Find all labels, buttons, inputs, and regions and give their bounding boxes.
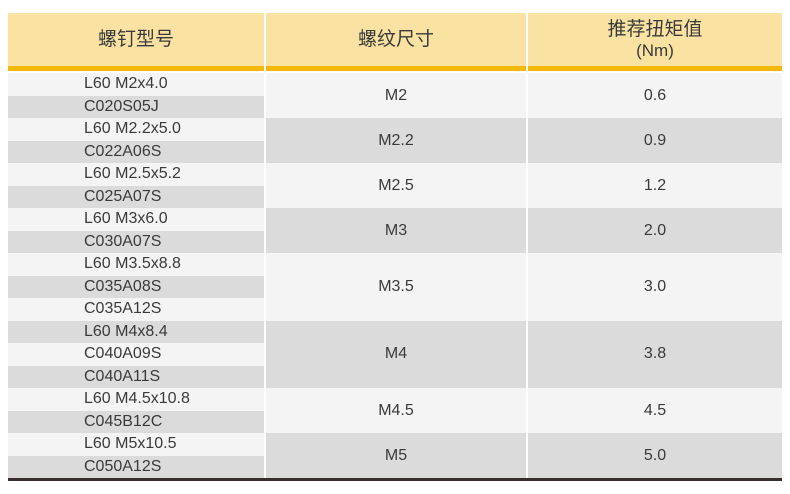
screw-model-cell: C045B12C xyxy=(8,410,264,433)
screw-model-cell: C040A09S xyxy=(8,343,264,366)
torque-value-cell: 5.0 xyxy=(528,433,782,478)
table-group-row: L60 M3x6.0 C030A07S M3 2.0 xyxy=(8,208,782,253)
column-separator xyxy=(264,433,266,478)
header-screw-model: 螺钉型号 xyxy=(8,13,264,71)
column-separator xyxy=(526,320,528,388)
screw-model-cell: C035A08S xyxy=(8,275,264,298)
torque-value-cell: 1.2 xyxy=(528,163,782,208)
column-separator xyxy=(264,388,266,433)
screw-model-cell-group: L60 M2x4.0 C020S05J xyxy=(8,73,264,118)
column-separator xyxy=(526,118,528,163)
screw-model-cell-group: L60 M3x6.0 C030A07S xyxy=(8,208,264,253)
column-separator xyxy=(264,208,266,253)
header-torque-label: 推荐扭矩值 xyxy=(607,18,703,40)
screw-model-cell-group: L60 M2.5x5.2 C025A07S xyxy=(8,163,264,208)
screw-model-cell-group: L60 M4x8.4 C040A09S C040A11S xyxy=(8,320,264,388)
thread-size-cell: M3.5 xyxy=(266,253,526,321)
torque-value-cell: 0.9 xyxy=(528,118,782,163)
column-separator xyxy=(264,163,266,208)
column-separator xyxy=(526,253,528,321)
torque-value-cell: 3.8 xyxy=(528,320,782,388)
header-screw-model-label: 螺钉型号 xyxy=(97,28,174,50)
thread-size-cell: M2 xyxy=(266,73,526,118)
screw-model-cell: L60 M3.5x8.8 xyxy=(8,253,264,276)
table-group-row: L60 M2x4.0 C020S05J M2 0.6 xyxy=(8,73,782,118)
screw-model-cell-group: L60 M2.2x5.0 C022A06S xyxy=(8,118,264,163)
screw-model-cell: C025A07S xyxy=(8,185,264,208)
column-separator xyxy=(264,118,266,163)
thread-size-cell: M3 xyxy=(266,208,526,253)
screw-model-cell: C040A11S xyxy=(8,365,264,388)
table-body: L60 M2x4.0 C020S05J M2 0.6 L60 M2.2x5.0 C022A… xyxy=(8,73,782,478)
screw-model-cell: C050A12S xyxy=(8,455,264,478)
screw-model-cell: C022A06S xyxy=(8,140,264,163)
column-separator xyxy=(526,73,528,118)
table-group-row: L60 M3.5x8.8 C035A08S C035A12S M3.5 3.0 xyxy=(8,253,782,321)
torque-value-cell: 3.0 xyxy=(528,253,782,321)
screw-model-cell: L60 M2x4.0 xyxy=(8,73,264,96)
column-separator xyxy=(264,253,266,321)
header-torque: 推荐扭矩值 (Nm) xyxy=(528,13,782,71)
thread-size-cell: M4 xyxy=(266,320,526,388)
torque-value-cell: 4.5 xyxy=(528,388,782,433)
table-group-row: L60 M4.5x10.8 C045B12C M4.5 4.5 xyxy=(8,388,782,433)
screw-model-cell: L60 M4x8.4 xyxy=(8,320,264,343)
thread-size-cell: M5 xyxy=(266,433,526,478)
torque-value-cell: 2.0 xyxy=(528,208,782,253)
torque-spec-table: 螺钉型号 螺纹尺寸 推荐扭矩值 (Nm) L60 M2x4.0 C020S05J M… xyxy=(8,13,782,481)
column-separator xyxy=(264,320,266,388)
column-separator xyxy=(526,388,528,433)
thread-size-cell: M4.5 xyxy=(266,388,526,433)
header-thread-size: 螺纹尺寸 xyxy=(266,13,526,71)
table-group-row: L60 M4x8.4 C040A09S C040A11S M4 3.8 xyxy=(8,320,782,388)
thread-size-cell: M2.5 xyxy=(266,163,526,208)
column-separator xyxy=(526,208,528,253)
column-separator xyxy=(264,73,266,118)
screw-model-cell: L60 M5x10.5 xyxy=(8,433,264,456)
screw-model-cell: L60 M2.2x5.0 xyxy=(8,118,264,141)
screw-model-cell-group: L60 M3.5x8.8 C035A08S C035A12S xyxy=(8,253,264,321)
screw-model-cell: C020S05J xyxy=(8,95,264,118)
column-separator xyxy=(526,433,528,478)
screw-model-cell: L60 M3x6.0 xyxy=(8,208,264,231)
thread-size-cell: M2.2 xyxy=(266,118,526,163)
table-header-row: 螺钉型号 螺纹尺寸 推荐扭矩值 (Nm) xyxy=(8,13,782,71)
table-group-row: L60 M2.5x5.2 C025A07S M2.5 1.2 xyxy=(8,163,782,208)
screw-model-cell-group: L60 M5x10.5 C050A12S xyxy=(8,433,264,478)
column-separator xyxy=(526,13,528,71)
header-thread-size-label: 螺纹尺寸 xyxy=(357,28,434,50)
screw-model-cell: L60 M2.5x5.2 xyxy=(8,163,264,186)
screw-model-cell: L60 M4.5x10.8 xyxy=(8,388,264,411)
screw-model-cell: C030A07S xyxy=(8,230,264,253)
screw-model-cell-group: L60 M4.5x10.8 C045B12C xyxy=(8,388,264,433)
torque-value-cell: 0.6 xyxy=(528,73,782,118)
header-torque-unit: (Nm) xyxy=(636,40,674,60)
screw-model-cell: C035A12S xyxy=(8,298,264,321)
table-group-row: L60 M5x10.5 C050A12S M5 5.0 xyxy=(8,433,782,478)
table-group-row: L60 M2.2x5.0 C022A06S M2.2 0.9 xyxy=(8,118,782,163)
column-separator xyxy=(526,163,528,208)
column-separator xyxy=(264,13,266,71)
